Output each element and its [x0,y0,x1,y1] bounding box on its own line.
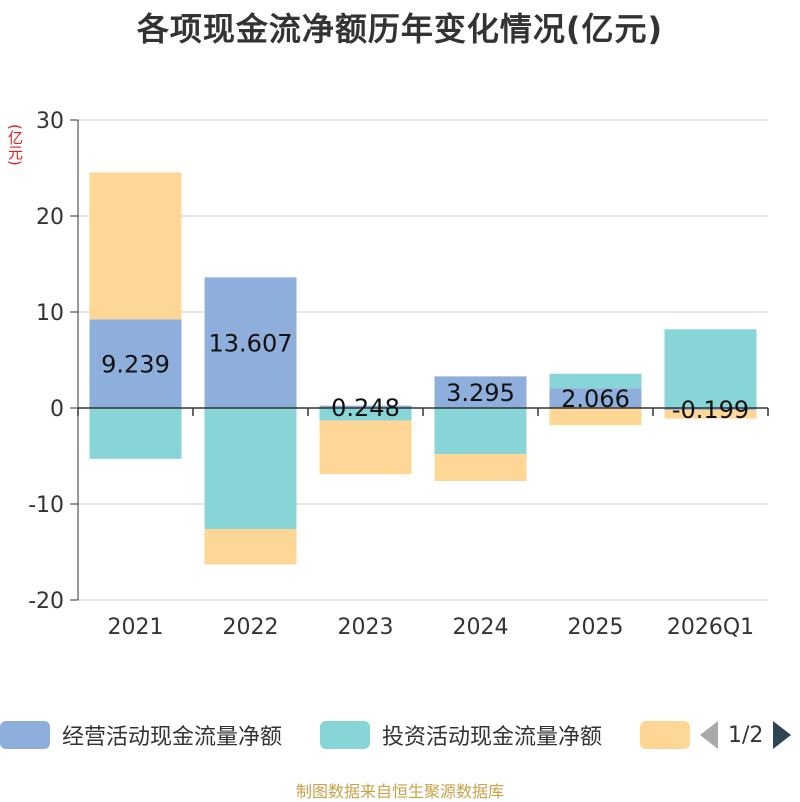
data-label: -0.199 [672,396,749,424]
bar-investing [319,408,412,421]
y-tick-label: 20 [36,205,64,230]
bar-investing [204,408,297,529]
bar-operating [549,388,642,408]
data-label: 2.066 [561,385,630,413]
y-tick-label: 10 [36,301,64,326]
legend-next-page-icon[interactable] [773,721,792,749]
data-label: 0.248 [331,394,400,422]
legend-item-investing[interactable]: 投资活动现金流量净额 [320,718,602,752]
legend-page-indicator: 1/2 [728,722,764,748]
bar-investing [549,373,642,389]
bar-investing [664,329,757,408]
bar-operating [204,277,297,408]
y-tick-label: 30 [36,109,64,134]
bar-operating [434,376,527,408]
legend-item-financing[interactable] [640,718,690,752]
x-tick-label: 2022 [223,615,279,640]
y-tick-label: -20 [28,589,64,614]
data-label: 3.295 [446,379,515,407]
bar-investing [434,408,527,455]
x-tick-label: 2024 [453,615,509,640]
bar-investing [89,408,182,459]
bar-operating [319,405,412,408]
legend-swatch-operating [0,721,50,749]
bar-financing [434,454,527,481]
bar-operating [89,319,182,408]
legend-label-investing: 投资活动现金流量净额 [382,725,603,750]
bar-financing [664,409,757,419]
legend-pager: 1/2 [700,718,792,752]
data-label: 9.239 [101,351,170,379]
y-tick-label: 0 [50,397,64,422]
y-axis-unit-label: (亿元) [6,124,24,166]
y-tick-label: -10 [28,493,64,518]
bar-financing [549,408,642,426]
bar-financing [204,528,297,565]
data-label: 13.607 [209,330,293,358]
data-source-note: 制图数据来自恒生聚源数据库 [295,782,504,801]
chart-title: 各项现金流净额历年变化情况(亿元) [136,10,664,48]
legend-swatch-investing [320,721,370,749]
legend-label-operating: 经营活动现金流量净额 [62,725,283,750]
legend: 经营活动现金流量净额 投资活动现金流量净额 [0,718,800,752]
x-tick-label: 2025 [568,615,624,640]
bar-operating [664,408,757,410]
legend-prev-page-icon[interactable] [700,721,718,749]
x-tick-label: 2021 [108,615,164,640]
legend-item-operating[interactable]: 经营活动现金流量净额 [0,718,282,752]
bar-financing [319,420,412,475]
x-tick-label: 2023 [338,615,394,640]
bar-financing [89,172,182,320]
x-tick-label: 2026Q1 [667,615,754,640]
stacked-bar-chart: 30 20 10 0 -10 -20 9.239 13.607 0.248 3.295 2.066 -… [28,109,769,640]
legend-swatch-financing [640,721,690,749]
